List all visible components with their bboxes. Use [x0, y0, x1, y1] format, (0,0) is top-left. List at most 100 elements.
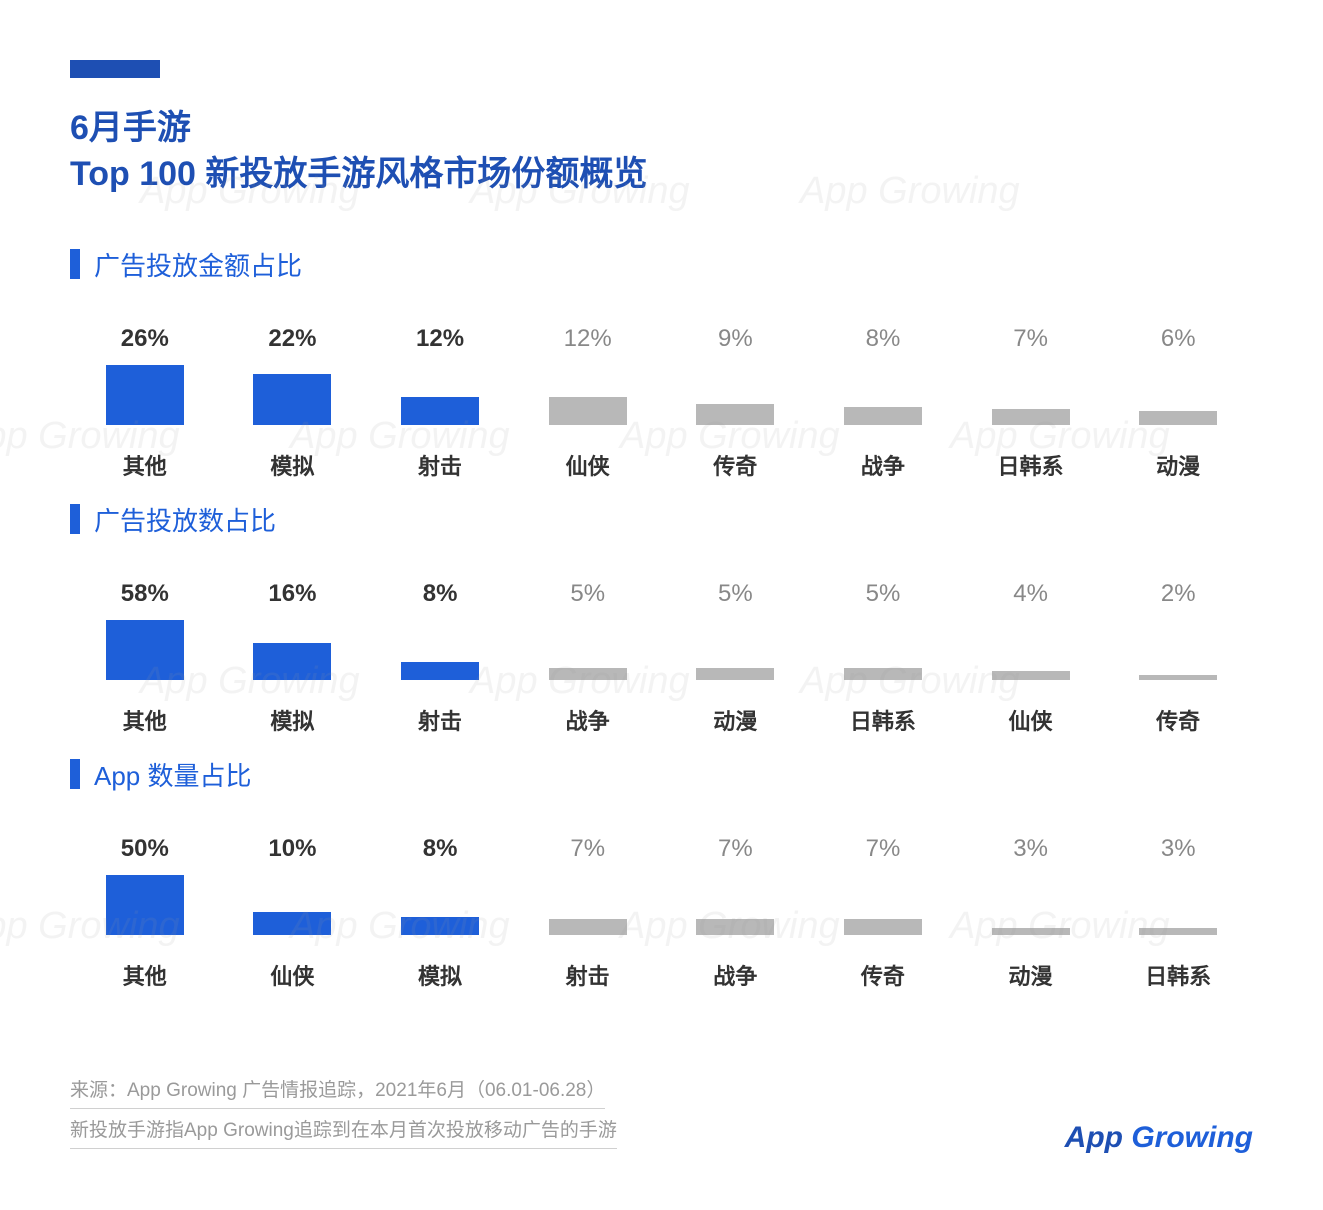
bar-rect-wrap — [228, 618, 358, 680]
bar-value: 9% — [718, 325, 753, 353]
bar-item: 5% 动漫 — [671, 580, 801, 736]
accent-bar — [70, 60, 160, 78]
bar-item: 2%传奇 — [1113, 580, 1243, 736]
bar-label: 仙侠 — [566, 449, 610, 481]
bar-label: 动漫 — [713, 704, 757, 736]
bar-item: 50%其他 — [80, 835, 210, 991]
bar-rect-wrap — [966, 363, 1096, 425]
bar-value: 12% — [564, 325, 612, 353]
bar-value: 10% — [268, 835, 316, 863]
section-marker — [70, 249, 80, 279]
bar-label: 模拟 — [270, 449, 314, 481]
bar-item: 10% 仙侠 — [228, 835, 358, 991]
bar-value: 7% — [1013, 325, 1048, 353]
bars-row: 50%其他10%仙侠8%模拟7%射击7%战争7%传奇3%动漫3%日韩系 — [70, 835, 1253, 991]
bar-label: 日韩系 — [1145, 959, 1211, 991]
title-block: 6月手游 Top 100 新投放手游风格市场份额概览 — [70, 106, 1253, 198]
bar-label: 日韩系 — [998, 449, 1064, 481]
bar-rect-wrap — [375, 363, 505, 425]
section-header: 广告投放数占比 — [70, 501, 1253, 538]
section-title: App 数量占比 — [94, 756, 252, 793]
bar-rect — [992, 928, 1070, 935]
sections-container: 广告投放金额占比26%其他22%模拟12%射击12%仙侠9%传奇8%战争7%日韩… — [70, 246, 1253, 991]
bar-rect-wrap — [375, 873, 505, 935]
bar-label: 其他 — [123, 704, 167, 736]
bar-rect — [253, 643, 331, 680]
bar-item: 3% 动漫 — [966, 835, 1096, 991]
bar-rect-wrap — [1113, 618, 1243, 680]
bar-item: 7%射击 — [523, 835, 653, 991]
bar-item: 8%射击 — [375, 580, 505, 736]
bar-label: 动漫 — [1009, 959, 1053, 991]
bar-label: 传奇 — [861, 959, 905, 991]
footer-source: 来源：App Growing 广告情报追踪，2021年6月（06.01-06.2… — [70, 1075, 605, 1109]
bar-item: 5% 日韩系 — [818, 580, 948, 736]
bar-label: 动漫 — [1156, 449, 1200, 481]
bar-label: 日韩系 — [850, 704, 916, 736]
footer-note: 新投放手游指App Growing追踪到在本月首次投放移动广告的手游 — [70, 1115, 617, 1149]
bar-value: 8% — [423, 580, 458, 608]
bar-rect-wrap — [80, 618, 210, 680]
bar-rect-wrap — [228, 363, 358, 425]
bar-item: 3% 日韩系 — [1113, 835, 1243, 991]
bar-rect — [844, 919, 922, 935]
bar-rect — [253, 912, 331, 935]
bar-item: 7% 日韩系 — [966, 325, 1096, 481]
logo-text-2: Growing — [1131, 1121, 1253, 1154]
bar-value: 7% — [718, 835, 753, 863]
bar-value: 22% — [268, 325, 316, 353]
bar-value: 3% — [1013, 835, 1048, 863]
title-line-2: Top 100 新投放手游风格市场份额概览 — [70, 152, 1253, 198]
bar-label: 仙侠 — [270, 959, 314, 991]
bar-rect — [401, 662, 479, 680]
bar-rect — [696, 919, 774, 935]
bar-rect — [1139, 411, 1217, 425]
bar-item: 12%射击 — [375, 325, 505, 481]
bar-rect — [844, 668, 922, 680]
bar-rect — [992, 671, 1070, 680]
bar-rect — [106, 875, 184, 935]
bar-value: 3% — [1161, 835, 1196, 863]
bar-label: 战争 — [861, 449, 905, 481]
bar-rect-wrap — [375, 618, 505, 680]
bar-rect — [549, 919, 627, 935]
section-header: App 数量占比 — [70, 756, 1253, 793]
bar-rect-wrap — [671, 363, 801, 425]
bar-rect — [106, 620, 184, 680]
chart-section: App 数量占比50%其他10%仙侠8%模拟7%射击7%战争7%传奇3%动漫3%… — [70, 756, 1253, 991]
bar-rect — [1139, 675, 1217, 680]
bar-rect-wrap — [228, 873, 358, 935]
bar-label: 射击 — [566, 959, 610, 991]
bar-rect — [696, 404, 774, 425]
bar-value: 5% — [866, 580, 901, 608]
bar-label: 传奇 — [713, 449, 757, 481]
bar-value: 2% — [1161, 580, 1196, 608]
bar-rect-wrap — [818, 363, 948, 425]
bar-item: 16%模拟 — [228, 580, 358, 736]
bar-rect-wrap — [966, 618, 1096, 680]
bar-rect — [401, 397, 479, 425]
bar-item: 6%动漫 — [1113, 325, 1243, 481]
bar-rect — [253, 374, 331, 425]
bar-rect-wrap — [80, 873, 210, 935]
section-title: 广告投放数占比 — [94, 501, 276, 538]
bar-rect — [549, 397, 627, 425]
bars-row: 58%其他16%模拟8%射击5%战争5%动漫5%日韩系4%仙侠2%传奇 — [70, 580, 1253, 736]
bar-label: 战争 — [566, 704, 610, 736]
bar-value: 8% — [423, 835, 458, 863]
bar-rect-wrap — [671, 873, 801, 935]
chart-section: 广告投放数占比58%其他16%模拟8%射击5%战争5%动漫5%日韩系4%仙侠2%… — [70, 501, 1253, 736]
bar-item: 5%战争 — [523, 580, 653, 736]
bar-rect-wrap — [1113, 363, 1243, 425]
bar-label: 模拟 — [418, 959, 462, 991]
bar-value: 5% — [718, 580, 753, 608]
bar-rect-wrap — [818, 618, 948, 680]
brand-logo: App Growing — [1065, 1121, 1253, 1155]
bar-label: 射击 — [418, 449, 462, 481]
chart-section: 广告投放金额占比26%其他22%模拟12%射击12%仙侠9%传奇8%战争7%日韩… — [70, 246, 1253, 481]
bar-rect — [844, 407, 922, 425]
bar-rect-wrap — [523, 618, 653, 680]
bar-item: 4%仙侠 — [966, 580, 1096, 736]
bar-rect-wrap — [671, 618, 801, 680]
bar-item: 22% 模拟 — [228, 325, 358, 481]
